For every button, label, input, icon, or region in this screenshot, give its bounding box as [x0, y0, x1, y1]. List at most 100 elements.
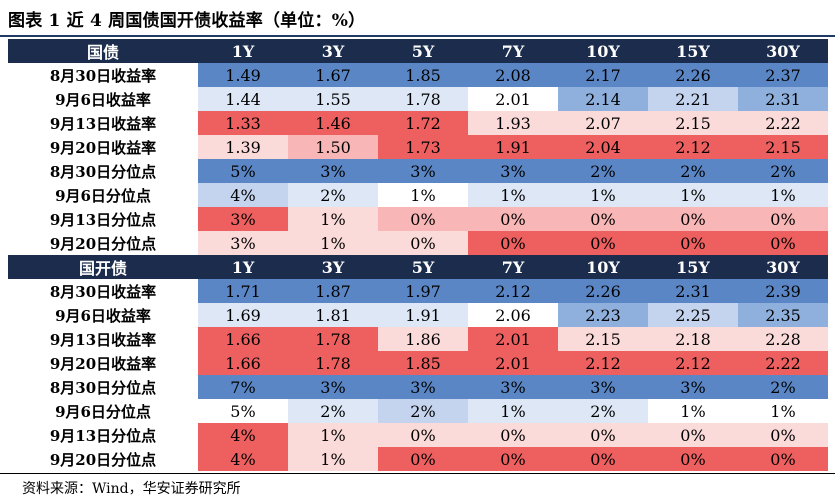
- row-label: 8月30日分位点: [8, 375, 198, 399]
- value-cell: 1%: [288, 231, 378, 255]
- value-cell: 1.97: [378, 279, 468, 303]
- value-cell: 2.07: [558, 111, 648, 135]
- value-cell: 1.78: [288, 327, 378, 351]
- value-cell: 1.44: [198, 87, 288, 111]
- table-row: 9月6日分位点 4% 2% 1% 1% 1% 1% 1%: [8, 183, 828, 207]
- table-row: 9月20日收益率 1.66 1.78 1.85 2.01 2.12 2.12 2.22: [8, 351, 828, 375]
- value-cell: 0%: [468, 231, 558, 255]
- value-cell: 1.55: [288, 87, 378, 111]
- value-cell: 3%: [288, 159, 378, 183]
- value-cell: 1.86: [378, 327, 468, 351]
- value-cell: 1%: [648, 183, 738, 207]
- value-cell: 2.01: [468, 351, 558, 375]
- value-cell: 2.06: [468, 303, 558, 327]
- value-cell: 3%: [378, 159, 468, 183]
- value-cell: 1.78: [288, 351, 378, 375]
- value-cell: 2.21: [648, 87, 738, 111]
- value-cell: 0%: [648, 207, 738, 231]
- value-cell: 2%: [378, 399, 468, 423]
- row-label: 9月20日收益率: [8, 135, 198, 159]
- value-cell: 1.66: [198, 351, 288, 375]
- value-cell: 1.50: [288, 135, 378, 159]
- value-cell: 0%: [378, 423, 468, 447]
- value-cell: 0%: [738, 423, 828, 447]
- row-label: 9月20日分位点: [8, 447, 198, 471]
- value-cell: 2%: [558, 399, 648, 423]
- value-cell: 1.81: [288, 303, 378, 327]
- value-cell: 3%: [198, 207, 288, 231]
- table-row: 9月6日收益率 1.69 1.81 1.91 2.06 2.23 2.25 2.35: [8, 303, 828, 327]
- row-label: 9月6日收益率: [8, 87, 198, 111]
- row-label: 9月20日分位点: [8, 231, 198, 255]
- value-cell: 3%: [468, 159, 558, 183]
- value-cell: 0%: [558, 207, 648, 231]
- value-cell: 2.31: [648, 279, 738, 303]
- row-label: 9月13日收益率: [8, 327, 198, 351]
- value-cell: 1.73: [378, 135, 468, 159]
- value-cell: 1%: [738, 399, 828, 423]
- value-cell: 7%: [198, 375, 288, 399]
- value-cell: 2%: [738, 375, 828, 399]
- column-header-cell: 10Y: [558, 255, 648, 279]
- value-cell: 2.12: [468, 279, 558, 303]
- value-cell: 5%: [198, 399, 288, 423]
- value-cell: 0%: [468, 207, 558, 231]
- value-cell: 0%: [468, 423, 558, 447]
- column-header-cell: 3Y: [288, 39, 378, 63]
- table-row: 8月30日收益率 1.71 1.87 1.97 2.12 2.26 2.31 2.39: [8, 279, 828, 303]
- value-cell: 1.78: [378, 87, 468, 111]
- value-cell: 1.71: [198, 279, 288, 303]
- value-cell: 1%: [468, 399, 558, 423]
- value-cell: 2.39: [738, 279, 828, 303]
- row-label: 9月6日分位点: [8, 183, 198, 207]
- table-title-cell: 国开债: [8, 255, 198, 279]
- value-cell: 2.12: [648, 135, 738, 159]
- title-rule: [0, 35, 835, 37]
- value-cell: 4%: [198, 183, 288, 207]
- value-cell: 2.04: [558, 135, 648, 159]
- value-cell: 1%: [468, 183, 558, 207]
- value-cell: 1.91: [468, 135, 558, 159]
- column-header-cell: 7Y: [468, 39, 558, 63]
- value-cell: 2.28: [738, 327, 828, 351]
- row-label: 9月13日分位点: [8, 207, 198, 231]
- value-cell: 2%: [288, 399, 378, 423]
- value-cell: 1.67: [288, 63, 378, 87]
- row-label: 9月20日收益率: [8, 351, 198, 375]
- figure-title: 图表 1 近 4 周国债国开债收益率（单位：%）: [8, 11, 366, 31]
- value-cell: 2.14: [558, 87, 648, 111]
- value-cell: 2.15: [738, 135, 828, 159]
- value-cell: 5%: [198, 159, 288, 183]
- value-cell: 1.85: [378, 351, 468, 375]
- row-label: 9月13日分位点: [8, 423, 198, 447]
- table-row: 9月20日收益率 1.39 1.50 1.73 1.91 2.04 2.12 2.15: [8, 135, 828, 159]
- value-cell: 1.87: [288, 279, 378, 303]
- source-note: 资料来源：Wind，华安证券研究所: [22, 481, 241, 497]
- column-header-cell: 30Y: [738, 39, 828, 63]
- value-cell: 4%: [198, 423, 288, 447]
- value-cell: 2.35: [738, 303, 828, 327]
- value-cell: 2.22: [738, 111, 828, 135]
- table-row: 9月20日分位点 4% 1% 0% 0% 0% 0% 0%: [8, 447, 828, 471]
- value-cell: 0%: [738, 207, 828, 231]
- value-cell: 0%: [738, 231, 828, 255]
- value-cell: 0%: [648, 423, 738, 447]
- value-cell: 4%: [198, 447, 288, 471]
- value-cell: 1.93: [468, 111, 558, 135]
- value-cell: 2.15: [558, 327, 648, 351]
- column-header-cell: 5Y: [378, 39, 468, 63]
- value-cell: 0%: [378, 207, 468, 231]
- value-cell: 0%: [558, 423, 648, 447]
- column-header-cell: 7Y: [468, 255, 558, 279]
- column-header-cell: 1Y: [198, 39, 288, 63]
- value-cell: 2.01: [468, 327, 558, 351]
- row-label: 8月30日分位点: [8, 159, 198, 183]
- value-cell: 2%: [738, 159, 828, 183]
- value-cell: 0%: [648, 231, 738, 255]
- table-row: 9月6日收益率 1.44 1.55 1.78 2.01 2.14 2.21 2.31: [8, 87, 828, 111]
- government-bond-yield-table: 国债 1Y 3Y 5Y 7Y 10Y 15Y 30Y 8月30日收益率 1.49 1.67 1.85 2…: [8, 39, 828, 255]
- table-row: 9月6日分位点 5% 2% 2% 1% 2% 1% 1%: [8, 399, 828, 423]
- value-cell: 2.17: [558, 63, 648, 87]
- value-cell: 2.08: [468, 63, 558, 87]
- value-cell: 3%: [468, 375, 558, 399]
